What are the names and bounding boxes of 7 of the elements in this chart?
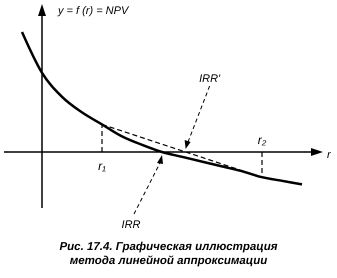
- x-tick-label: r₁: [98, 159, 106, 173]
- text: Рис. 17.4. Графическая иллюстрация метода линейной аппроксимации: [58, 240, 278, 268]
- text: IRR: [122, 219, 141, 231]
- x-axis-title: r: [327, 149, 332, 161]
- x-tick-label: r₂: [258, 133, 267, 147]
- y-axis-title: y = f (r) = NPV: [57, 5, 130, 17]
- annotation: IRR': [199, 73, 222, 85]
